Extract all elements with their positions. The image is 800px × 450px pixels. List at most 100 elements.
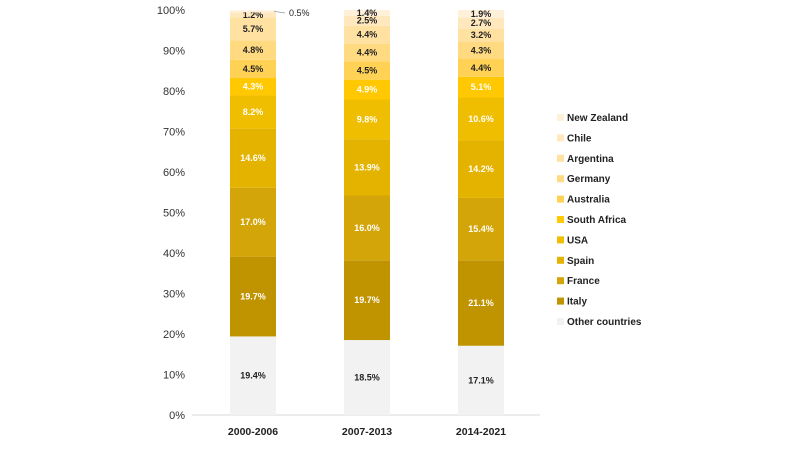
data-label: 4.4%	[357, 48, 378, 58]
bar-segment	[230, 78, 276, 96]
data-label: 21.1%	[468, 298, 494, 308]
legend-label: Argentina	[567, 154, 614, 165]
bar-segment	[230, 17, 276, 41]
data-label: 5.7%	[243, 24, 264, 34]
bar-segment	[230, 187, 276, 257]
legend-swatch	[557, 195, 564, 203]
legend-swatch	[557, 236, 564, 244]
data-label: 4.3%	[243, 82, 264, 92]
data-label: 4.3%	[471, 45, 492, 55]
legend-swatch	[557, 318, 564, 325]
legend-swatch	[557, 256, 564, 264]
data-label: 4.4%	[357, 30, 378, 40]
legend-swatch	[557, 134, 564, 142]
bar-segment	[344, 99, 390, 140]
bar-segment	[230, 128, 276, 188]
legend-label: Spain	[567, 256, 594, 267]
y-tick-label: 100%	[157, 5, 185, 17]
data-label: 4.8%	[243, 45, 264, 55]
bar-segment	[230, 256, 276, 337]
data-label: 16.0%	[354, 223, 380, 233]
y-tick-label: 80%	[163, 86, 185, 98]
legend-label: Chile	[567, 133, 592, 144]
bar-segment	[458, 59, 504, 77]
y-tick-label: 0%	[169, 410, 185, 422]
y-tick-label: 50%	[163, 208, 185, 220]
bar-segment	[458, 10, 504, 18]
data-label: 4.9%	[357, 85, 378, 95]
data-label: 18.5%	[354, 373, 380, 383]
data-label: 1.9%	[471, 9, 492, 19]
legend-swatch	[557, 154, 564, 162]
x-tick-label: 2014-2021	[456, 426, 506, 438]
data-label: 14.2%	[468, 164, 494, 174]
y-tick-label: 60%	[163, 167, 185, 179]
data-label: 4.5%	[357, 66, 378, 76]
bar-segment	[230, 12, 276, 18]
bar-segment	[344, 43, 390, 62]
bar-segment	[230, 10, 276, 13]
data-label: 5.1%	[471, 82, 492, 92]
data-label: 19.4%	[240, 371, 266, 381]
x-tick-label: 2007-2013	[342, 426, 392, 438]
y-tick-label: 20%	[163, 329, 185, 341]
bar-segment	[344, 25, 390, 44]
legend-label: South Africa	[567, 215, 627, 226]
data-label: 0.5%	[289, 8, 310, 18]
data-label: 1.4%	[357, 8, 378, 18]
bar-segment	[458, 17, 504, 29]
legend-label: New Zealand	[567, 113, 628, 124]
y-tick-label: 30%	[163, 289, 185, 301]
bar-segment	[344, 15, 390, 26]
data-label: 17.0%	[240, 217, 266, 227]
data-label: 4.5%	[243, 64, 264, 74]
y-tick-label: 70%	[163, 127, 185, 139]
bar-segment	[458, 345, 504, 415]
bar-segment	[458, 140, 504, 198]
data-label: 19.7%	[240, 292, 266, 302]
bar-segment	[344, 260, 390, 341]
legend-swatch	[557, 114, 564, 121]
y-tick-label: 40%	[163, 248, 185, 260]
legend-label: Australia	[567, 195, 610, 206]
data-label: 17.1%	[468, 375, 494, 385]
bar-segment	[344, 139, 390, 196]
bar-segment	[344, 10, 390, 16]
legend-swatch	[557, 216, 564, 223]
y-tick-label: 10%	[163, 370, 185, 382]
data-label: 3.2%	[471, 30, 492, 40]
legend-label: Germany	[567, 174, 611, 185]
bar-segment	[230, 336, 276, 415]
data-label: 4.4%	[471, 63, 492, 73]
data-label: 8.2%	[243, 107, 264, 117]
leader-line	[273, 11, 286, 14]
data-label: 1.2%	[243, 10, 264, 20]
data-label: 9.8%	[357, 114, 378, 124]
data-label: 19.7%	[354, 295, 380, 305]
bar-segment	[458, 197, 504, 261]
legend-label: USA	[567, 235, 588, 246]
x-tick-label: 2000-2006	[228, 426, 278, 438]
bar-segment	[344, 61, 390, 80]
data-label: 14.6%	[240, 153, 266, 163]
y-tick-label: 90%	[163, 46, 185, 58]
data-label: 15.4%	[468, 224, 494, 234]
bar-segment	[344, 79, 390, 100]
bar-segment	[344, 195, 390, 261]
legend-swatch	[557, 175, 564, 183]
data-label: 2.7%	[471, 18, 492, 28]
legend-swatch	[557, 277, 564, 285]
legend-label: France	[567, 276, 600, 287]
bar-segment	[230, 40, 276, 60]
legend-label: Other countries	[567, 317, 642, 328]
data-label: 10.6%	[468, 114, 494, 124]
bar-segment	[458, 97, 504, 141]
bar-segment	[458, 260, 504, 346]
bar-segment	[230, 59, 276, 79]
legend-swatch	[557, 297, 564, 305]
legend-label: Italy	[567, 297, 587, 308]
bar-segment	[344, 340, 390, 415]
bar-segment	[458, 41, 504, 60]
